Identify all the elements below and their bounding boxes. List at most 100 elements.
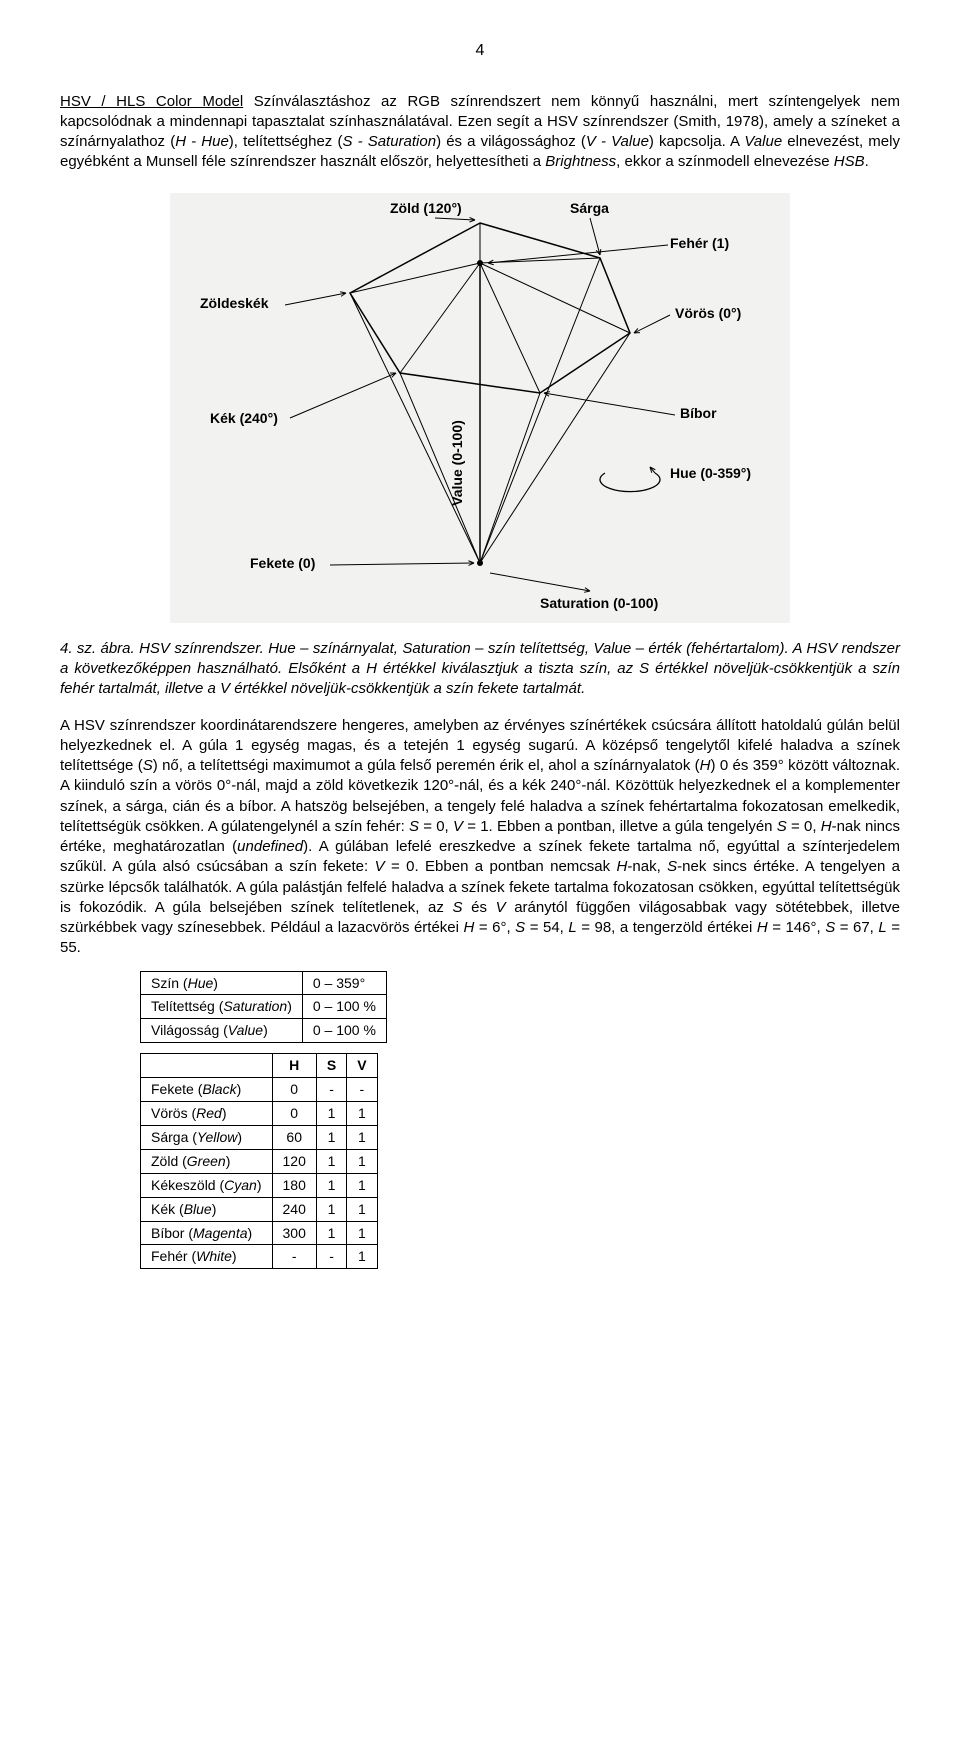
figure-caption: 4. sz. ábra. HSV színrendszer. Hue – szí… (60, 639, 900, 700)
color-v: - (347, 1078, 377, 1102)
caption-lead: 4. sz. ábra. HSV színrendszer. Hue – szí… (60, 640, 793, 657)
color-h: 300 (272, 1221, 316, 1245)
svg-text:Sárga: Sárga (570, 200, 609, 216)
color-name: Zöld (Green) (141, 1149, 273, 1173)
svg-text:Saturation (0-100): Saturation (0-100) (540, 595, 658, 611)
body-s5: S (452, 899, 462, 916)
range-value: 0 – 100 % (302, 995, 386, 1019)
color-s: - (316, 1078, 346, 1102)
intro-end: . (865, 153, 869, 170)
range-row: Szín (Hue)0 – 359° (141, 971, 387, 995)
color-name: Fehér (White) (141, 1245, 273, 1269)
color-h: - (272, 1245, 316, 1269)
intro-mid3: ) kapcsolja. A (649, 133, 744, 150)
color-v: 1 (347, 1245, 377, 1269)
colors-header-row: HSV (141, 1054, 378, 1078)
color-name: Bíbor (Magenta) (141, 1221, 273, 1245)
body-v3: V (496, 899, 506, 916)
color-name: Kék (Blue) (141, 1197, 273, 1221)
body-c: ) nő, a telítettségi maximumot a gúla fe… (153, 757, 700, 774)
body-l2: L (878, 919, 886, 936)
body-z2: = 6°, (474, 919, 515, 936)
color-name: Sárga (Yellow) (141, 1125, 273, 1149)
color-s: 1 (316, 1173, 346, 1197)
body-w: és (462, 899, 495, 916)
body-l1: L (568, 919, 576, 936)
svg-text:Fekete (0): Fekete (0) (250, 555, 315, 571)
hsv-hls-title: HSV / HLS Color Model (60, 93, 243, 110)
body-s3: S (777, 818, 787, 835)
color-s: 1 (316, 1149, 346, 1173)
svg-text:Kék (240°): Kék (240°) (210, 410, 278, 426)
page-number: 4 (60, 40, 900, 62)
body-q: = 0. Ebben a pontban nemcsak (385, 858, 617, 875)
color-v: 1 (347, 1221, 377, 1245)
svg-text:Value (0-100): Value (0-100) (449, 420, 465, 506)
body-v1: V (453, 818, 463, 835)
range-row: Világosság (Value)0 – 100 % (141, 1019, 387, 1043)
hsv-colors-table: HSVFekete (Black)0--Vörös (Red)011Sárga … (140, 1053, 378, 1269)
body-i2: = 1. Ebben a pontban, illetve a gúla ten… (463, 818, 777, 835)
body-s: -nak, (627, 858, 667, 875)
body-v2: V (375, 858, 385, 875)
color-h: 60 (272, 1125, 316, 1149)
s-saturation: S - Saturation (342, 133, 436, 150)
intro-mid2: ) és a világossághoz ( (436, 133, 586, 150)
color-v: 1 (347, 1102, 377, 1126)
intro-mid1: ), telítettséghez ( (229, 133, 343, 150)
color-s: 1 (316, 1125, 346, 1149)
color-s: - (316, 1245, 346, 1269)
hsb-term: HSB (834, 153, 865, 170)
color-v: 1 (347, 1197, 377, 1221)
paragraph-intro: HSV / HLS Color Model Színválasztáshoz a… (60, 92, 900, 173)
value-term: Value (744, 133, 782, 150)
svg-text:Fehér (1): Fehér (1) (670, 235, 729, 251)
paragraph-body: A HSV színrendszer koordinátarendszere h… (60, 716, 900, 959)
color-h: 0 (272, 1102, 316, 1126)
range-row: Telítettség (Saturation)0 – 100 % (141, 995, 387, 1019)
brightness-term: Brightness (545, 153, 616, 170)
color-row: Kék (Blue)24011 (141, 1197, 378, 1221)
intro-mid5: , ekkor a színmodell elnevezése (616, 153, 834, 170)
body-s1: S (143, 757, 153, 774)
range-value: 0 – 359° (302, 971, 386, 995)
color-name: Kékeszöld (Cyan) (141, 1173, 273, 1197)
h-hue: H - Hue (175, 133, 229, 150)
color-row: Zöld (Green)12011 (141, 1149, 378, 1173)
range-value: 0 – 100 % (302, 1019, 386, 1043)
color-s: 1 (316, 1197, 346, 1221)
color-row: Fekete (Black)0-- (141, 1078, 378, 1102)
svg-text:Vörös (0°): Vörös (0°) (675, 305, 741, 321)
hsv-range-table: Szín (Hue)0 – 359°Telítettség (Saturatio… (140, 971, 387, 1044)
color-name: Vörös (Red) (141, 1102, 273, 1126)
body-s7: S (825, 919, 835, 936)
body-s2: S (409, 818, 419, 835)
body-h5: H (757, 919, 768, 936)
color-h: 120 (272, 1149, 316, 1173)
svg-text:Zöld (120°): Zöld (120°) (390, 200, 462, 216)
color-s: 1 (316, 1221, 346, 1245)
svg-text:Hue (0-359°): Hue (0-359°) (670, 465, 751, 481)
body-z10: = 67, (835, 919, 878, 936)
col-header: V (347, 1054, 377, 1078)
color-v: 1 (347, 1125, 377, 1149)
hsv-hexcone-svg: Zöld (120°)SárgaFehér (1)Vörös (0°)Zölde… (170, 193, 790, 623)
body-s4: S (667, 858, 677, 875)
col-header: H (272, 1054, 316, 1078)
body-h3: H (617, 858, 628, 875)
body-s6: S (515, 919, 525, 936)
range-label: Telítettség (Saturation) (141, 995, 303, 1019)
color-row: Kékeszöld (Cyan)18011 (141, 1173, 378, 1197)
color-row: Bíbor (Magenta)30011 (141, 1221, 378, 1245)
color-h: 240 (272, 1197, 316, 1221)
body-k: = 0, (787, 818, 821, 835)
color-row: Vörös (Red)011 (141, 1102, 378, 1126)
color-name: Fekete (Black) (141, 1078, 273, 1102)
body-g: = 0, (419, 818, 453, 835)
range-label: Szín (Hue) (141, 971, 303, 995)
body-undefined: undefined (237, 838, 303, 855)
body-z4: = 54, (525, 919, 568, 936)
color-v: 1 (347, 1149, 377, 1173)
body-z8: = 146°, (768, 919, 826, 936)
svg-text:Bíbor: Bíbor (680, 405, 717, 421)
